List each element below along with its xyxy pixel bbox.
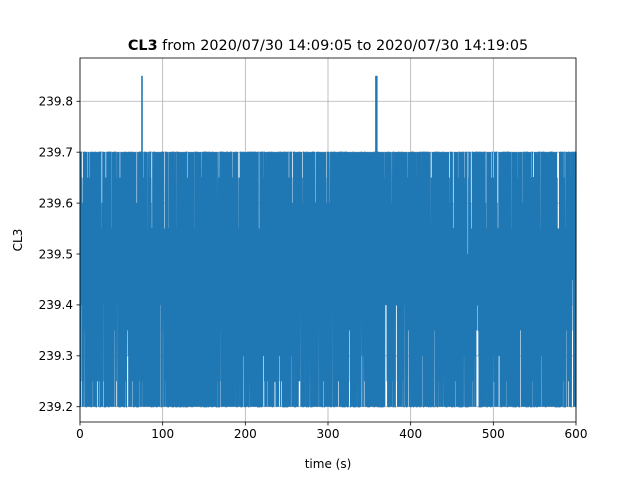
x-tick-label: 200 <box>234 427 257 441</box>
x-tick-label: 500 <box>482 427 505 441</box>
x-tick-label: 600 <box>565 427 588 441</box>
x-axis: 0 100 200 300 400 500 600 <box>76 422 587 441</box>
y-tick-label: 239.5 <box>39 247 73 261</box>
series-line <box>79 151 577 408</box>
y-tick-label: 239.3 <box>39 349 73 363</box>
y-tick-label: 239.4 <box>39 298 73 312</box>
title-bold-part: CL3 <box>128 38 158 54</box>
y-tick-label: 239.7 <box>39 145 73 159</box>
x-tick-label: 100 <box>151 427 174 441</box>
y-tick-label: 239.8 <box>39 95 73 109</box>
x-tick-label: 300 <box>317 427 340 441</box>
y-tick-label: 239.6 <box>39 196 73 210</box>
chart-title: CL3 from 2020/07/30 14:09:05 to 2020/07/… <box>128 38 528 54</box>
title-rest: from 2020/07/30 14:09:05 to 2020/07/30 1… <box>158 38 529 54</box>
x-tick-label: 0 <box>76 427 84 441</box>
x-axis-label: time (s) <box>305 457 352 471</box>
y-axis-label: CL3 <box>11 229 25 252</box>
series-cl3 <box>79 75 577 408</box>
y-tick-label: 239.2 <box>39 400 73 414</box>
y-axis: 239.2 239.3 239.4 239.5 239.6 239.7 239.8 <box>39 95 80 414</box>
x-tick-label: 400 <box>399 427 422 441</box>
